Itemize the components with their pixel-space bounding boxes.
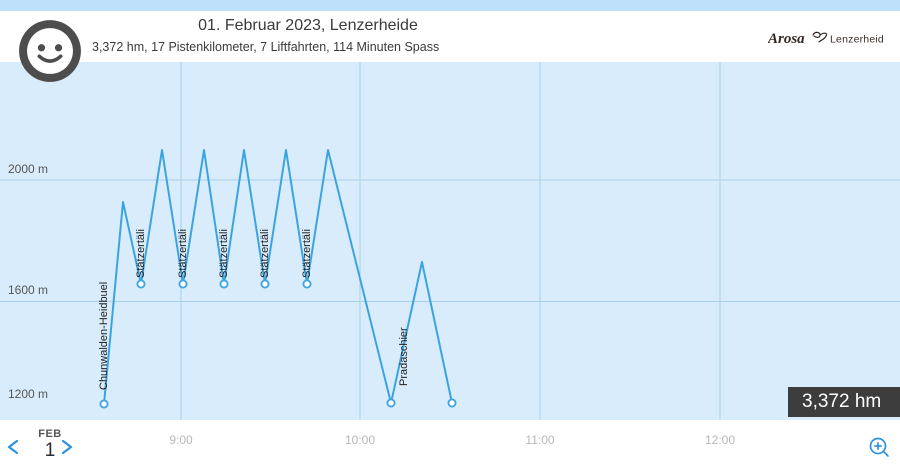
svg-text:Lenzerheide: Lenzerheide xyxy=(830,34,884,46)
svg-text:Arosa: Arosa xyxy=(768,31,805,47)
